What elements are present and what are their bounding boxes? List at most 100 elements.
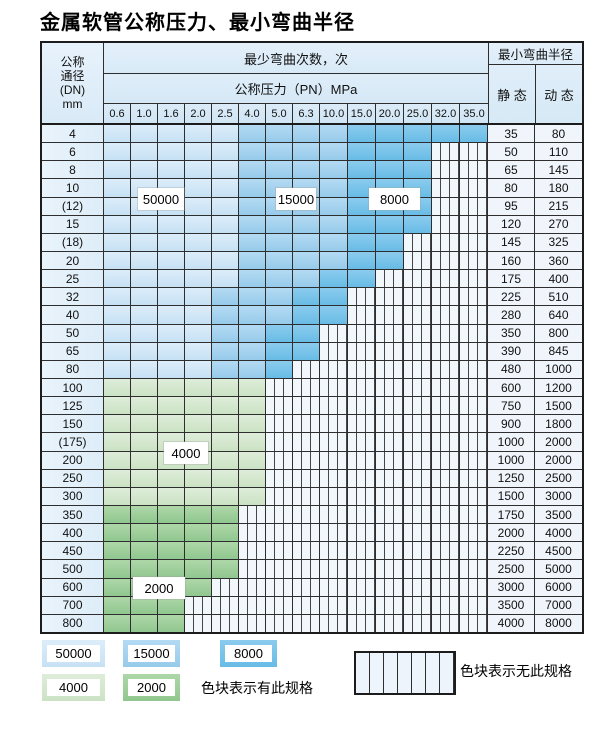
no-spec-cell (348, 342, 376, 360)
table-header: 公称 通径 (DN) mm 最少弯曲次数，次 公称压力（PN）MPa 0.6 1.… (42, 43, 582, 125)
no-spec-cell (460, 433, 488, 451)
no-spec-cell (432, 342, 460, 360)
dn-cell: (12) (42, 197, 104, 215)
no-spec-cell (348, 433, 376, 451)
no-spec-cell (432, 143, 460, 161)
legend-chip-15000: 15000 (123, 640, 180, 667)
no-spec-cell (239, 560, 266, 578)
dynamic-radius-value: 1800 (535, 415, 582, 433)
spec-cell (239, 378, 266, 397)
spec-cell (185, 197, 212, 215)
spec-cell (104, 324, 131, 342)
no-spec-cell (432, 378, 460, 397)
spec-cell (293, 306, 320, 324)
spec-cell (104, 524, 131, 542)
dn-cell: 50 (42, 324, 104, 342)
spec-cell (185, 143, 212, 161)
dn-header: 公称 通径 (DN) mm (42, 43, 104, 123)
spec-cell (239, 288, 266, 306)
spec-cell (158, 397, 185, 415)
no-spec-cell (460, 270, 488, 288)
static-radius-value: 750 (488, 397, 535, 415)
static-radius-value: 350 (488, 324, 535, 342)
spec-cell (266, 143, 293, 161)
spec-cell (293, 143, 320, 161)
table-row: 32 225 510 (42, 288, 582, 307)
radius-section: 最小弯曲半径 静 态 动 态 (488, 43, 582, 123)
spec-cell (239, 487, 266, 505)
table-row: 700 3500 7000 (42, 596, 582, 615)
no-spec-cell (239, 614, 266, 632)
spec-cell (131, 125, 158, 143)
table-row: 450 2250 4500 (42, 542, 582, 561)
spec-cell (432, 125, 460, 143)
no-spec-cell (185, 614, 212, 632)
spec-cell (212, 197, 239, 215)
table-row: 250 1250 2500 (42, 469, 582, 488)
spec-cell (266, 306, 293, 324)
spec-cell (376, 161, 404, 179)
spec-cell (185, 505, 212, 524)
spec-cell (104, 270, 131, 288)
pressure-col-header: 0.6 (104, 104, 131, 123)
no-spec-cell (432, 324, 460, 342)
zone-label: 2000 (133, 577, 185, 599)
no-spec-cell (460, 306, 488, 324)
spec-cell (293, 342, 320, 360)
no-spec-cell (460, 451, 488, 469)
no-spec-cell (404, 251, 432, 270)
dynamic-radius-value: 270 (535, 215, 582, 233)
no-spec-cell (404, 469, 432, 487)
spec-cell (158, 360, 185, 378)
dynamic-radius-value: 845 (535, 342, 582, 360)
dn-cell: 100 (42, 378, 104, 397)
no-spec-cell (293, 378, 320, 397)
spec-cell (239, 360, 266, 378)
spec-cell (104, 451, 131, 469)
no-spec-cell (320, 360, 348, 378)
no-spec-cell (320, 578, 348, 596)
static-radius-value: 2000 (488, 524, 535, 542)
no-spec-cell (460, 360, 488, 378)
table-row: 80 480 1000 (42, 360, 582, 379)
spec-cell (158, 270, 185, 288)
spec-cell (185, 397, 212, 415)
no-spec-cell (320, 560, 348, 578)
legend-no-spec-box (354, 651, 456, 695)
legend-chip-2000: 2000 (123, 674, 180, 701)
spec-cell (131, 143, 158, 161)
table-row: 8 65 145 (42, 161, 582, 180)
spec-cell (104, 360, 131, 378)
spec-cell (131, 342, 158, 360)
dynamic-radius-value: 325 (535, 233, 582, 251)
no-spec-cell (376, 542, 404, 560)
spec-cell (104, 125, 131, 143)
spec-cell (185, 306, 212, 324)
static-radius-value: 95 (488, 197, 535, 215)
spec-cell (212, 487, 239, 505)
pressure-col-header: 2.5 (212, 104, 239, 123)
no-spec-cell (432, 505, 460, 524)
no-spec-cell (376, 415, 404, 433)
spec-cell (239, 342, 266, 360)
static-radius-value: 1750 (488, 505, 535, 524)
static-header: 静 态 (489, 65, 536, 123)
table-row: 40 280 640 (42, 306, 582, 325)
spec-cell (293, 215, 320, 233)
no-spec-cell (432, 251, 460, 270)
no-spec-cell (212, 596, 239, 614)
no-spec-cell (266, 542, 293, 560)
spec-cell (185, 251, 212, 270)
no-spec-cell (266, 433, 293, 451)
table-row: 600 3000 6000 (42, 578, 582, 597)
spec-cell (131, 360, 158, 378)
table-row: 350 1750 3500 (42, 505, 582, 525)
no-spec-cell (404, 397, 432, 415)
table-row: 20 160 360 (42, 251, 582, 271)
legend-no-spec-text: 色块表示无此规格 (460, 663, 572, 679)
legend-chip-50000: 50000 (42, 640, 105, 667)
dynamic-radius-value: 1500 (535, 397, 582, 415)
spec-cell (185, 415, 212, 433)
dn-cell: 500 (42, 560, 104, 578)
spec-cell (293, 251, 320, 270)
